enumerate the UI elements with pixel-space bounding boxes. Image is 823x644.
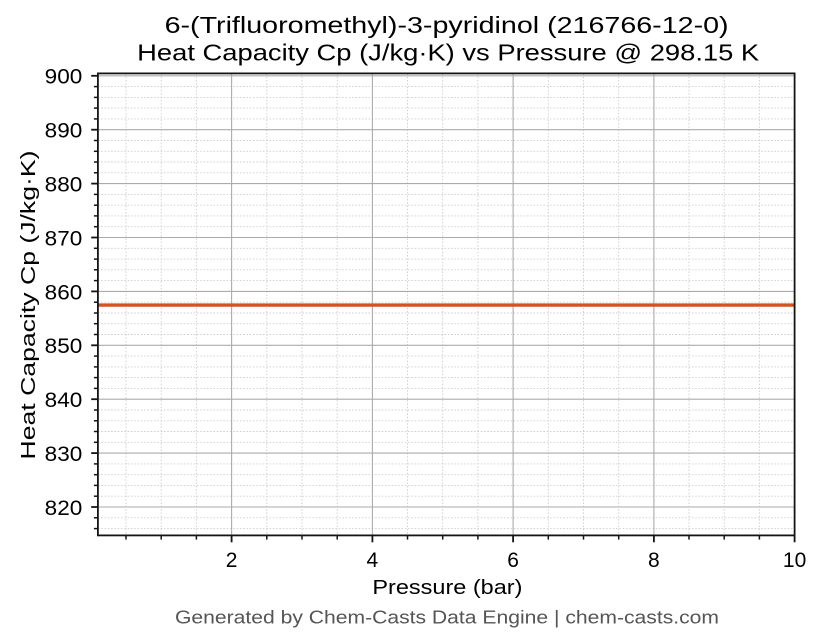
svg-text:850: 850: [45, 335, 83, 358]
svg-text:820: 820: [45, 497, 83, 520]
svg-text:6: 6: [507, 549, 519, 572]
svg-text:Generated by Chem-Casts Data E: Generated by Chem-Casts Data Engine | ch…: [175, 606, 719, 627]
svg-text:2: 2: [226, 549, 238, 572]
svg-text:4: 4: [367, 549, 379, 572]
svg-text:830: 830: [45, 443, 83, 466]
svg-text:Heat Capacity Cp (J/kg·K): Heat Capacity Cp (J/kg·K): [18, 151, 40, 460]
svg-text:840: 840: [45, 389, 83, 412]
svg-text:880: 880: [45, 174, 83, 197]
svg-text:900: 900: [45, 66, 83, 89]
svg-text:10: 10: [783, 549, 806, 572]
svg-text:6-(Trifluoromethyl)-3-pyridino: 6-(Trifluoromethyl)-3-pyridinol (216766-…: [165, 12, 729, 38]
svg-text:890: 890: [45, 120, 83, 143]
svg-text:870: 870: [45, 227, 83, 250]
svg-text:860: 860: [45, 281, 83, 304]
svg-text:Pressure (bar): Pressure (bar): [372, 577, 522, 599]
svg-text:8: 8: [648, 549, 660, 572]
svg-text:Heat Capacity Cp (J/kg·K) vs P: Heat Capacity Cp (J/kg·K) vs Pressure @ …: [137, 39, 759, 65]
